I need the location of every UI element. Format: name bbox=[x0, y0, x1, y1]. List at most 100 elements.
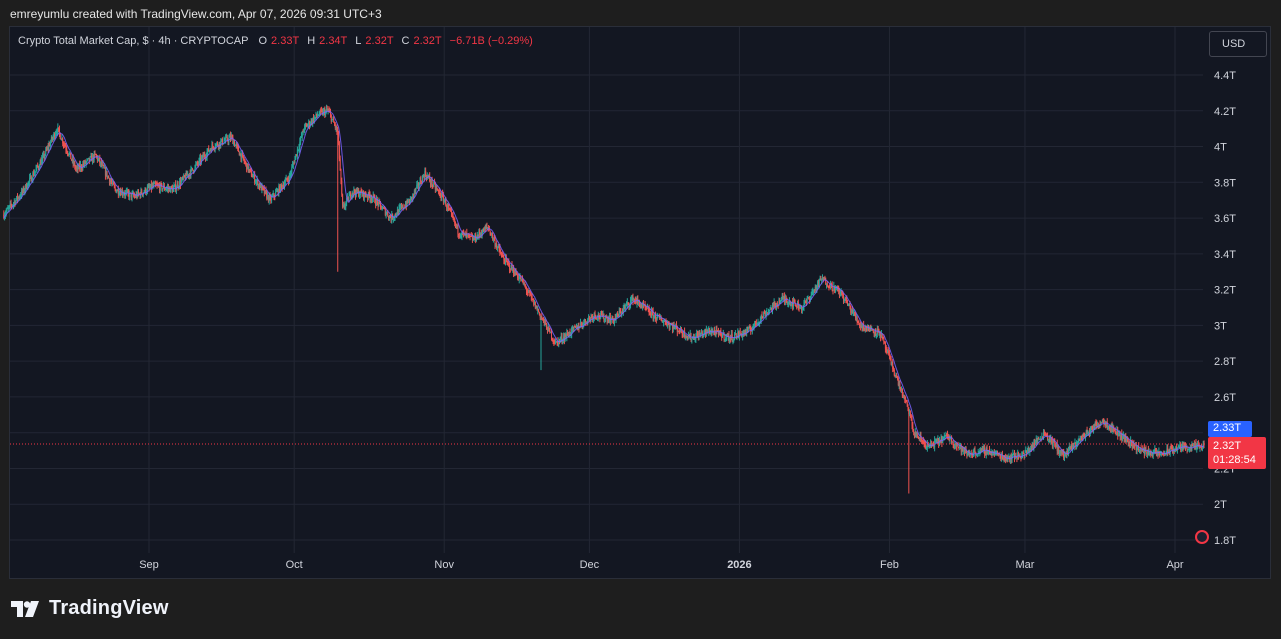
candle-body bbox=[13, 201, 15, 204]
candle-body bbox=[681, 332, 683, 334]
candle-body bbox=[196, 162, 198, 164]
candle-body bbox=[651, 310, 653, 316]
candle-body bbox=[300, 136, 302, 142]
candle-body bbox=[850, 307, 852, 313]
candle-body bbox=[723, 332, 725, 340]
candle-body bbox=[420, 179, 422, 183]
candle-body bbox=[338, 141, 340, 159]
us-flag-event-icon[interactable] bbox=[1195, 530, 1209, 544]
candle-body bbox=[562, 340, 564, 342]
currency-button[interactable]: USD bbox=[1209, 31, 1267, 57]
open-label: O bbox=[258, 35, 268, 47]
candle-body bbox=[943, 436, 945, 438]
candle-body bbox=[601, 313, 603, 315]
candle-body bbox=[552, 340, 554, 342]
candle-body bbox=[685, 335, 687, 339]
candle-body bbox=[980, 448, 982, 450]
candle-body bbox=[781, 296, 783, 298]
tradingview-logo[interactable]: TradingView bbox=[11, 597, 169, 620]
candle-body bbox=[642, 303, 644, 306]
candle-body bbox=[63, 144, 65, 146]
candle-body bbox=[968, 453, 970, 455]
candle-body bbox=[801, 308, 803, 310]
candle-body bbox=[138, 191, 140, 194]
candle-body bbox=[313, 117, 315, 122]
candle-body bbox=[1034, 443, 1036, 445]
candle-body bbox=[556, 340, 558, 342]
candle-body bbox=[391, 214, 393, 221]
candle-body bbox=[909, 413, 911, 418]
candle-body bbox=[795, 304, 797, 307]
candle-body bbox=[1025, 450, 1027, 453]
candle-body bbox=[193, 170, 195, 172]
candle-body bbox=[1196, 445, 1198, 450]
candle-body bbox=[315, 113, 317, 118]
candle-body bbox=[563, 336, 565, 340]
candle-body bbox=[998, 454, 1000, 456]
candle-body bbox=[655, 314, 657, 319]
candle-body bbox=[534, 302, 536, 305]
candle-body bbox=[6, 208, 8, 212]
candle-body bbox=[936, 439, 938, 443]
candle-body bbox=[148, 186, 150, 188]
candle-body bbox=[453, 218, 455, 220]
candle-body bbox=[987, 451, 989, 455]
symbol-title[interactable]: Crypto Total Market Cap, $ · 4h · CRYPTO… bbox=[18, 35, 249, 47]
candle-body bbox=[5, 211, 7, 214]
candle-body bbox=[1039, 438, 1041, 440]
candle-body bbox=[585, 321, 587, 323]
candle-body bbox=[308, 121, 310, 125]
candle-body bbox=[368, 192, 370, 196]
candle-body bbox=[790, 303, 792, 306]
candle-body bbox=[660, 318, 662, 321]
candle-body bbox=[238, 147, 240, 152]
candle-body bbox=[1115, 433, 1117, 435]
candle-body bbox=[717, 331, 719, 334]
candle-body bbox=[352, 192, 354, 194]
last-price-value: 2.32T bbox=[1213, 440, 1242, 452]
candle-body bbox=[105, 171, 107, 176]
candle-body bbox=[381, 209, 383, 211]
candle-body bbox=[396, 214, 398, 216]
candle-body bbox=[435, 188, 437, 190]
candle-body bbox=[1056, 444, 1058, 452]
candle-body bbox=[42, 154, 44, 157]
candle-body bbox=[687, 336, 689, 338]
candle-body bbox=[370, 197, 372, 200]
candle-body bbox=[88, 157, 90, 161]
candle-body bbox=[1158, 451, 1160, 455]
candle-body bbox=[220, 141, 222, 146]
candle-body bbox=[369, 195, 371, 200]
candle-body bbox=[1180, 447, 1182, 450]
candle-body bbox=[179, 180, 181, 187]
candle-body bbox=[244, 161, 246, 163]
candle-body bbox=[432, 185, 434, 187]
candle-body bbox=[650, 313, 652, 316]
x-tick-label: Nov bbox=[434, 559, 454, 571]
candle-body bbox=[845, 297, 847, 300]
candle-body bbox=[284, 180, 286, 184]
candle-body bbox=[304, 124, 306, 126]
candle-body bbox=[346, 198, 348, 203]
candle-body bbox=[826, 284, 828, 287]
candle-body bbox=[39, 161, 41, 168]
candle-body bbox=[779, 300, 781, 304]
candle-body bbox=[67, 151, 69, 154]
candle-body bbox=[824, 277, 826, 280]
candle-body bbox=[345, 202, 347, 207]
candle-body bbox=[360, 190, 362, 193]
candle-body bbox=[759, 321, 761, 323]
candle-body bbox=[1084, 434, 1086, 438]
candle-body bbox=[173, 186, 175, 189]
candle-body bbox=[1048, 436, 1050, 440]
candle-body bbox=[680, 327, 682, 333]
candle-body bbox=[951, 441, 953, 443]
candle-body bbox=[190, 168, 192, 176]
y-tick-label: 3.6T bbox=[1214, 213, 1236, 225]
candle-body bbox=[633, 299, 635, 302]
candle-body bbox=[1105, 422, 1107, 426]
candle-body bbox=[926, 443, 928, 448]
candle-body bbox=[762, 317, 764, 319]
candle-body bbox=[1177, 446, 1179, 448]
